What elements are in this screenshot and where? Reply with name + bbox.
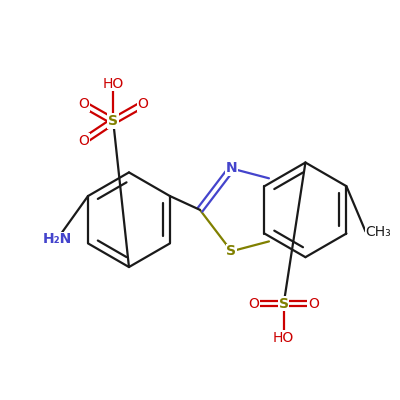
Text: HO: HO <box>102 77 124 91</box>
Text: O: O <box>249 296 260 310</box>
Text: O: O <box>78 134 89 148</box>
Text: N: N <box>226 162 237 176</box>
Text: HO: HO <box>273 331 294 345</box>
Text: O: O <box>78 97 89 111</box>
Text: S: S <box>226 244 236 258</box>
Text: S: S <box>108 114 118 128</box>
Text: O: O <box>137 97 148 111</box>
Text: O: O <box>308 296 319 310</box>
Text: S: S <box>279 296 289 310</box>
Text: CH₃: CH₃ <box>366 224 391 238</box>
Text: H₂N: H₂N <box>42 232 72 246</box>
